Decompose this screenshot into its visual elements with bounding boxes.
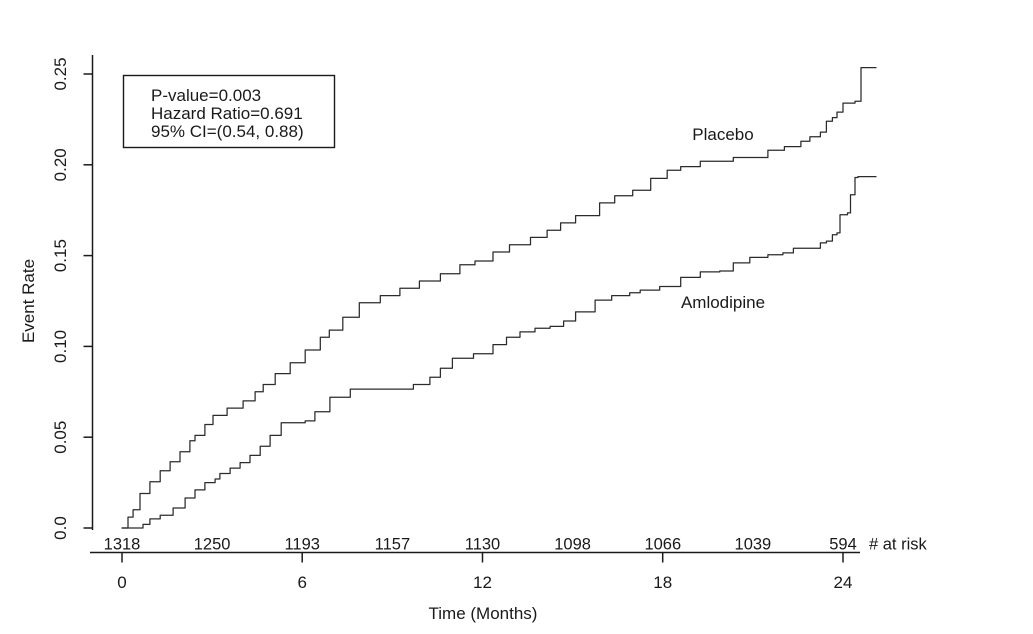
y-axis-title: Event Rate — [19, 259, 38, 343]
risk-count: 1066 — [644, 536, 681, 554]
risk-count: 1193 — [284, 536, 319, 554]
annotation-hazard-ratio: Hazard Ratio=0.691 — [151, 104, 303, 123]
y-tick-label: 0.15 — [51, 239, 70, 272]
y-axis-ticks — [83, 73, 93, 529]
risk-count: 1250 — [194, 536, 231, 554]
y-tick-label: 0.0 — [51, 516, 70, 540]
risk-count: 594 — [829, 536, 857, 554]
y-axis-tick-labels: 0.0 0.05 0.10 0.15 0.20 0.25 — [51, 57, 70, 539]
amlodipine-curve-label: Amlodipine — [681, 293, 765, 312]
risk-table-label: # at risk — [869, 536, 928, 554]
risk-count: 1098 — [554, 536, 591, 554]
x-tick-label: 0 — [117, 573, 126, 592]
risk-count: 1039 — [735, 536, 772, 554]
x-axis-title: Time (Months) — [429, 604, 538, 623]
y-tick-label: 0.25 — [51, 57, 70, 90]
x-axis-ticks — [121, 552, 844, 563]
risk-count: 1130 — [465, 536, 500, 554]
y-tick-label: 0.20 — [51, 148, 70, 181]
x-axis-tick-labels: 0 6 12 18 24 — [117, 573, 852, 592]
risk-count: 1157 — [375, 536, 410, 554]
risk-table-row: 1318 1250 1193 1157 1130 1098 1066 1039 … — [104, 536, 928, 554]
x-tick-label: 24 — [834, 573, 853, 592]
y-tick-label: 0.10 — [51, 330, 70, 363]
annotation-box-border — [122, 74, 336, 149]
y-tick-label: 0.05 — [51, 421, 70, 454]
risk-count: 1318 — [104, 536, 141, 554]
x-tick-label: 6 — [297, 573, 306, 592]
annotation-ci: 95% CI=(0.54, 0.88) — [151, 122, 304, 141]
placebo-curve-label: Placebo — [692, 125, 753, 144]
x-tick-label: 12 — [473, 573, 492, 592]
amlodipine-curve — [121, 175, 877, 529]
placebo-curve — [121, 66, 877, 529]
stats-annotation-box: P-value=0.003 Hazard Ratio=0.691 95% CI=… — [122, 74, 336, 149]
annotation-pvalue: P-value=0.003 — [151, 86, 261, 105]
x-tick-label: 18 — [653, 573, 672, 592]
